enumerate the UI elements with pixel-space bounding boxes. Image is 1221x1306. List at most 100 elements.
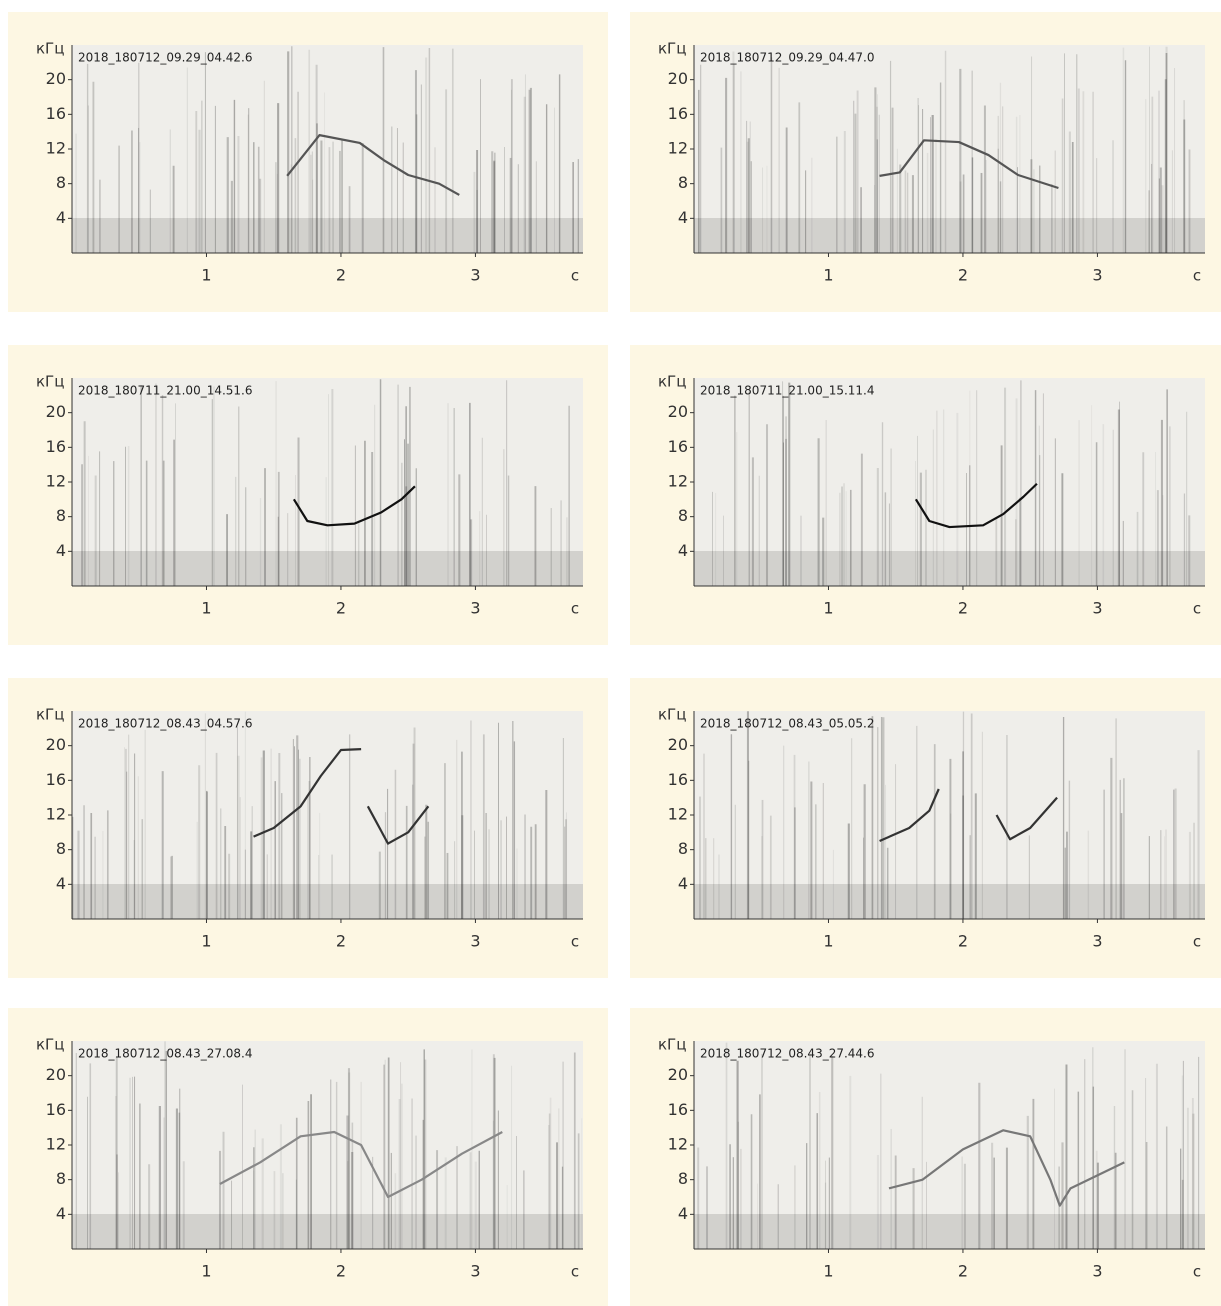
y-axis-label: кГц — [36, 373, 64, 391]
noise-floor — [72, 884, 583, 919]
y-tick-label: 16 — [668, 770, 688, 789]
recording-id: 2018_180712_08.43_27.44.6 — [700, 1047, 875, 1061]
y-tick-label: 4 — [56, 208, 66, 227]
spectrogram-panel: 4 8 12 16 20 1 2 3 кГц с 2018_180712_08.43_05.05.2 — [630, 678, 1221, 978]
plot-background — [72, 378, 583, 586]
noise — [71, 379, 583, 586]
y-tick-label: 12 — [668, 1135, 688, 1154]
noise-floor — [694, 551, 1205, 586]
x-tick-label: 2 — [336, 1262, 346, 1281]
y-tick-label: 4 — [678, 541, 688, 560]
spectrogram-panel: 4 8 12 16 20 1 2 3 кГц с 2018_180712_09.29_04.42.6 — [8, 12, 608, 312]
noise — [72, 1041, 583, 1249]
plot-background — [72, 1041, 583, 1249]
y-tick-label: 12 — [668, 805, 688, 824]
y-tick-label: 4 — [56, 541, 66, 560]
x-axis-label: с — [1193, 600, 1201, 618]
y-tick-label: 8 — [56, 839, 66, 858]
x-axis-label: с — [1193, 933, 1201, 951]
plot-background — [72, 45, 583, 253]
recording-id: 2018_180712_08.43_05.05.2 — [700, 717, 875, 731]
y-tick-label: 4 — [56, 874, 66, 893]
y-tick-label: 16 — [668, 1100, 688, 1119]
noise-floor — [694, 884, 1205, 919]
x-axis-label: с — [1193, 1263, 1201, 1281]
x-tick-label: 3 — [470, 932, 480, 951]
y-axis-label: кГц — [658, 706, 686, 724]
x-tick-label: 3 — [470, 599, 480, 618]
y-axis-label: кГц — [36, 1036, 64, 1054]
noise — [72, 711, 583, 919]
x-tick-label: 1 — [823, 932, 833, 951]
spectrogram-panel: 4 8 12 16 20 1 2 3 кГц с 2018_180712_09.29_04.47.0 — [630, 12, 1221, 312]
x-tick-label: 3 — [1092, 932, 1102, 951]
y-tick-label: 4 — [56, 1204, 66, 1223]
y-tick-label: 20 — [46, 1065, 66, 1084]
y-tick-label: 16 — [46, 437, 66, 456]
spectrogram-panel: 4 8 12 16 20 1 2 3 кГц с 2018_180712_08.43_04.57.6 — [8, 678, 608, 978]
x-tick-label: 2 — [958, 599, 968, 618]
y-tick-label: 4 — [678, 874, 688, 893]
x-axis-label: с — [571, 933, 579, 951]
plot-background — [694, 1041, 1205, 1249]
x-tick-label: 2 — [958, 932, 968, 951]
y-tick-label: 8 — [678, 1169, 688, 1188]
y-tick-label: 16 — [668, 437, 688, 456]
y-tick-label: 20 — [668, 735, 688, 754]
call-contour — [879, 139, 1059, 190]
call-contour — [292, 485, 416, 527]
y-tick-label: 12 — [668, 139, 688, 158]
noise — [694, 711, 1205, 919]
noise-floor — [694, 218, 1205, 253]
plot-background — [694, 378, 1205, 586]
y-tick-label: 16 — [46, 104, 66, 123]
x-tick-label: 1 — [823, 1262, 833, 1281]
y-tick-label: 4 — [678, 1204, 688, 1223]
y-tick-label: 20 — [668, 1065, 688, 1084]
x-axis-label: с — [571, 600, 579, 618]
x-axis-label: с — [571, 267, 579, 285]
x-tick-label: 1 — [823, 599, 833, 618]
recording-id: 2018_180711_21.00_14.51.6 — [78, 384, 253, 398]
x-tick-label: 2 — [336, 932, 346, 951]
noise — [694, 380, 1205, 586]
x-tick-label: 1 — [823, 266, 833, 285]
spectrogram-panel: 4 8 12 16 20 1 2 3 кГц с 2018_180712_08.43_27.44.6 — [630, 1008, 1221, 1306]
x-tick-label: 2 — [958, 266, 968, 285]
noise-floor — [72, 551, 583, 586]
y-tick-label: 12 — [46, 1135, 66, 1154]
y-tick-label: 8 — [56, 506, 66, 525]
call-contour — [914, 482, 1038, 529]
x-tick-label: 1 — [201, 599, 211, 618]
spectrogram-panel: 4 8 12 16 20 1 2 3 кГц с 2018_180711_21.00_15.11.4 — [630, 345, 1221, 645]
y-axis-label: кГц — [36, 40, 64, 58]
spectrogram-panel: 4 8 12 16 20 1 2 3 кГц с 2018_180711_21.00_14.51.6 — [8, 345, 608, 645]
plot-background — [72, 711, 583, 919]
spectrogram-panel: 4 8 12 16 20 1 2 3 кГц с 2018_180712_08.43_27.08.4 — [8, 1008, 608, 1306]
x-tick-label: 1 — [201, 1262, 211, 1281]
y-tick-label: 12 — [46, 472, 66, 491]
y-tick-label: 12 — [668, 472, 688, 491]
y-tick-label: 20 — [46, 69, 66, 88]
y-axis-label: кГц — [658, 40, 686, 58]
y-tick-label: 16 — [46, 770, 66, 789]
x-tick-label: 3 — [1092, 1262, 1102, 1281]
recording-id: 2018_180712_09.29_04.47.0 — [700, 51, 875, 65]
noise — [694, 1042, 1205, 1249]
y-tick-label: 20 — [668, 69, 688, 88]
x-tick-label: 3 — [1092, 599, 1102, 618]
x-axis-label: с — [1193, 267, 1201, 285]
y-tick-label: 4 — [678, 208, 688, 227]
call-contour — [879, 788, 1058, 843]
y-axis-label: кГц — [658, 1036, 686, 1054]
y-tick-label: 20 — [46, 402, 66, 421]
y-tick-label: 8 — [678, 839, 688, 858]
